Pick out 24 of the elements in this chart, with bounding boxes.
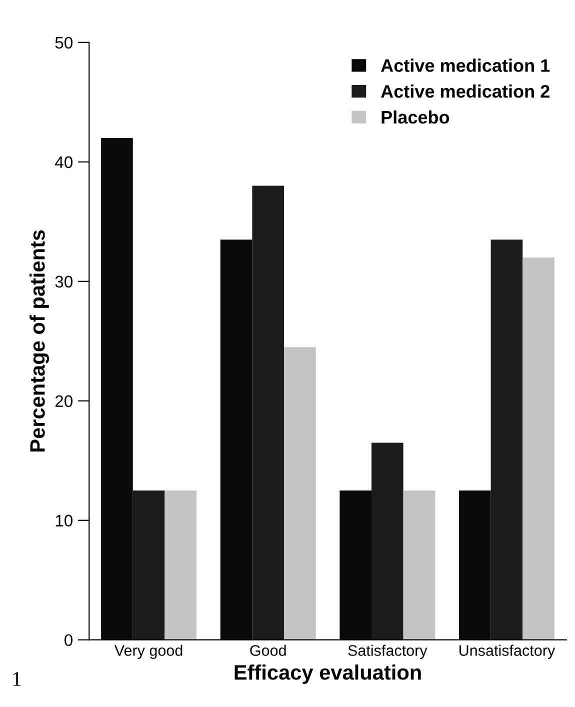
bar	[522, 257, 554, 640]
y-tick-label: 0	[64, 634, 72, 646]
y-tick-label: 30	[55, 276, 73, 288]
bar	[164, 490, 197, 640]
bar	[284, 347, 316, 640]
bar	[372, 442, 404, 640]
legend-label: Active medication 1	[381, 58, 550, 72]
y-tick-label: 20	[55, 395, 73, 408]
x-axis-title: Efficacy evaluation	[234, 664, 421, 684]
y-tick-label: 50	[55, 36, 73, 49]
bar	[252, 186, 284, 640]
legend-label: Placebo	[382, 110, 450, 124]
bar	[132, 490, 165, 640]
y-tick-label: 10	[56, 514, 73, 527]
bar	[403, 490, 436, 640]
x-tick-label: Unsatisfactory	[460, 644, 556, 659]
text: 1	[13, 672, 21, 686]
y-axis-title: Percentage of patients	[30, 230, 50, 452]
x-tick-label: Satisfactory	[348, 644, 428, 659]
bar	[490, 240, 523, 640]
legend-label: Active medication 2	[381, 84, 550, 98]
y-tick-label: 40	[55, 156, 73, 168]
x-tick-label: Very good	[114, 644, 182, 659]
x-tick-label: Good	[250, 644, 286, 656]
